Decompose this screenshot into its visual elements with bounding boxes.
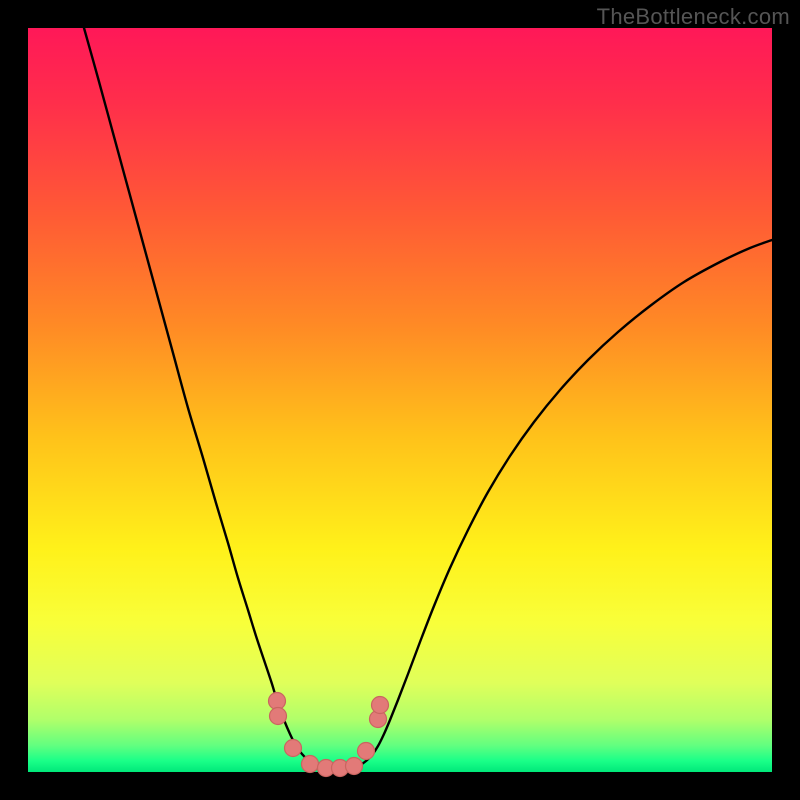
chart-svg (28, 28, 772, 772)
curve-marker (346, 758, 363, 775)
curve-marker (358, 743, 375, 760)
watermark-text: TheBottleneck.com (597, 4, 790, 30)
curve-marker (270, 708, 287, 725)
bottleneck-curve (84, 28, 772, 768)
curve-marker (285, 740, 302, 757)
plot-area (28, 28, 772, 772)
curve-marker (269, 693, 286, 710)
curve-marker (302, 756, 319, 773)
curve-marker (372, 697, 389, 714)
